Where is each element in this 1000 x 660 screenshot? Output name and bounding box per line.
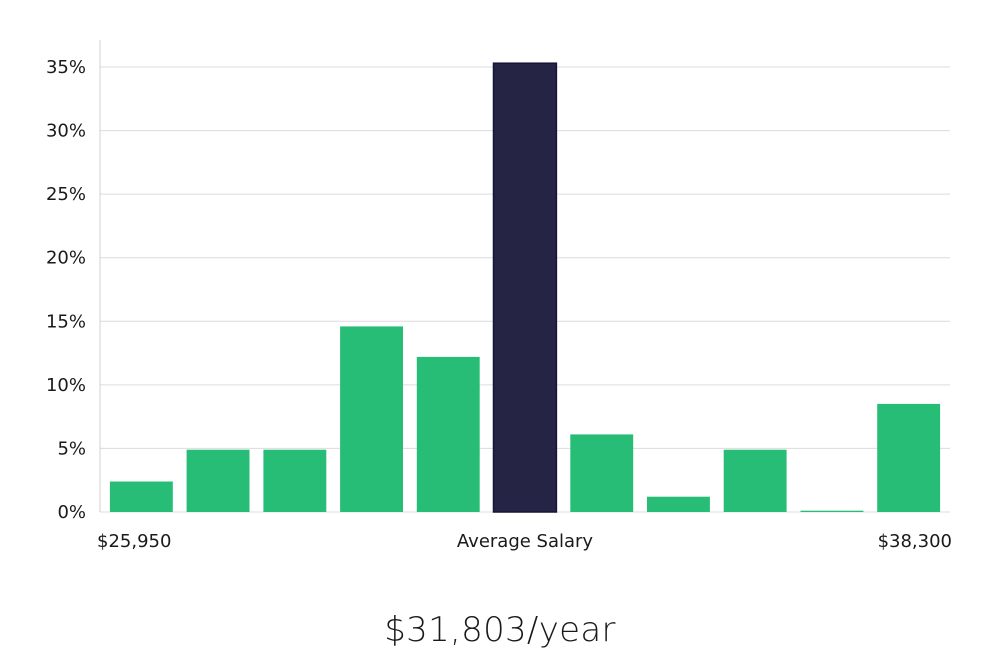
bar <box>877 403 941 512</box>
x-end-label: $38,300 <box>878 531 952 552</box>
x-start-label: $25,950 <box>97 531 171 552</box>
y-tick-label: 5% <box>57 438 86 459</box>
salary-distribution-chart: 0% 5% 10% 15% 20% 25% 30% 35% $25,950 Average S… <box>46 40 952 552</box>
bar <box>340 326 403 512</box>
y-tick-label: 20% <box>46 248 86 269</box>
y-tick-label: 30% <box>46 121 86 142</box>
bars <box>109 62 941 513</box>
y-tick-label: 15% <box>46 311 86 332</box>
average-salary-headline: $31,803/year <box>384 610 616 650</box>
bar <box>263 449 327 512</box>
bar <box>570 434 634 512</box>
bar-highlight <box>492 62 558 513</box>
bar <box>186 449 250 512</box>
bar <box>647 496 710 512</box>
bar <box>723 449 787 512</box>
x-axis-label: Average Salary <box>457 531 594 552</box>
y-tick-label: 25% <box>46 184 86 205</box>
bar <box>800 510 864 512</box>
y-axis-ticks: 0% 5% 10% 15% 20% 25% 30% 35% <box>46 57 86 523</box>
y-tick-label: 35% <box>46 57 86 78</box>
y-tick-label: 10% <box>46 375 86 396</box>
bar <box>416 356 480 512</box>
y-tick-label: 0% <box>57 502 86 523</box>
bar <box>109 481 173 512</box>
